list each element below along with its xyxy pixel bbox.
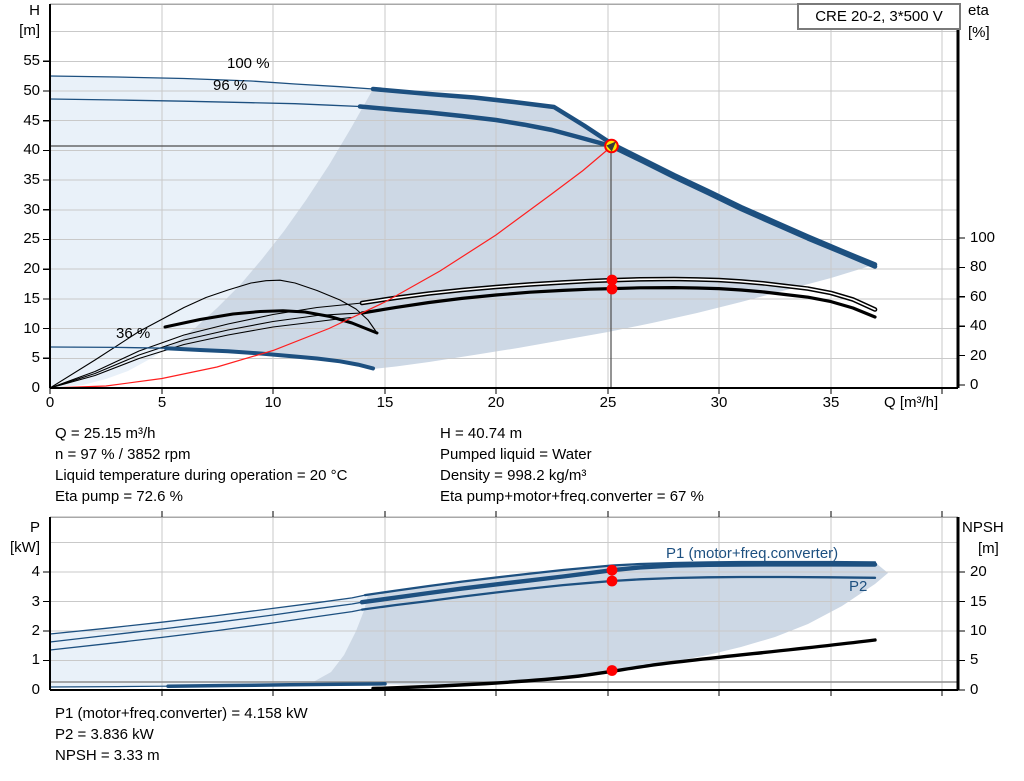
p-axis-unit: [kW] bbox=[10, 539, 40, 556]
bottom-chart-axes bbox=[43, 511, 965, 696]
duty-info-liquid: Pumped liquid = Water bbox=[440, 446, 592, 463]
duty-info-eta-total: Eta pump+motor+freq.converter = 67 % bbox=[440, 488, 704, 505]
eta-tick: 20 bbox=[970, 347, 987, 364]
p1-curve-label: P1 (motor+freq.converter) bbox=[666, 545, 839, 562]
duty-crosshair bbox=[50, 145, 612, 388]
q-tick: 25 bbox=[599, 394, 617, 411]
p2-curve-label: P2 bbox=[849, 578, 868, 595]
h-tick: 50 bbox=[23, 82, 40, 99]
duty-info-n: n = 97 % / 3852 rpm bbox=[55, 446, 191, 463]
h-axis-unit: [m] bbox=[19, 22, 40, 39]
q-tick: 35 bbox=[822, 394, 840, 411]
npsh-axis-unit: [m] bbox=[978, 540, 999, 557]
result-p2: P2 = 3.836 kW bbox=[55, 726, 154, 743]
q-tick: 15 bbox=[376, 394, 394, 411]
p-tick: 4 bbox=[31, 563, 40, 580]
speed-100-label: 100 % bbox=[227, 55, 270, 72]
speed-96-label: 96 % bbox=[213, 77, 248, 94]
top-chart-fills bbox=[50, 76, 875, 388]
eta-tick: 80 bbox=[970, 258, 987, 275]
h-tick: 55 bbox=[23, 52, 40, 69]
h-tick: 35 bbox=[23, 171, 40, 188]
duty-info-density: Density = 998.2 kg/m³ bbox=[440, 467, 587, 484]
duty-info-eta: Eta pump = 72.6 % bbox=[55, 488, 183, 505]
speed-36-label: 36 % bbox=[116, 325, 151, 342]
p-axis-name: P bbox=[29, 519, 40, 536]
duty-info-h: H = 40.74 m bbox=[440, 425, 523, 442]
h-tick: 0 bbox=[31, 379, 40, 396]
bottom-chart-gridlines bbox=[50, 517, 958, 690]
npsh-axis-name: NPSH bbox=[962, 519, 1004, 536]
npsh-tick: 15 bbox=[970, 593, 987, 610]
h-tick: 25 bbox=[23, 230, 40, 247]
eta-tick: 0 bbox=[970, 376, 979, 393]
h-tick: 15 bbox=[23, 290, 40, 307]
h-tick: 40 bbox=[23, 141, 40, 158]
system-curve-red bbox=[49, 148, 610, 389]
h-tick: 20 bbox=[23, 260, 40, 277]
q-tick: 10 bbox=[264, 394, 282, 411]
duty-info-temp: Liquid temperature during operation = 20… bbox=[55, 467, 348, 484]
npsh-tick: 20 bbox=[970, 563, 987, 580]
eta-axis-unit: [%] bbox=[968, 24, 990, 41]
eta-duty-markers bbox=[606, 274, 618, 295]
q-axis-unit: Q [m³/h] bbox=[884, 394, 939, 411]
p-tick: 0 bbox=[31, 681, 40, 698]
bottom-chart-fills bbox=[50, 562, 888, 687]
duty-info-q: Q = 25.15 m³/h bbox=[55, 425, 156, 442]
h-axis-name: H bbox=[29, 2, 40, 19]
npsh-tick: 0 bbox=[970, 681, 979, 698]
q-tick: 20 bbox=[487, 394, 505, 411]
p-tick: 2 bbox=[31, 622, 40, 639]
power-duty-markers bbox=[606, 564, 618, 676]
duty-point-marker[interactable] bbox=[604, 138, 619, 154]
eta-tick: 100 bbox=[970, 229, 996, 246]
top-chart-axes bbox=[43, 3, 965, 394]
pump-title-box: CRE 20-2, 3*500 V bbox=[797, 3, 961, 30]
h-tick: 30 bbox=[23, 201, 40, 218]
q-tick: 0 bbox=[45, 394, 55, 411]
q-tick: 30 bbox=[710, 394, 728, 411]
p-tick: 1 bbox=[31, 651, 40, 668]
h-tick: 5 bbox=[31, 349, 40, 366]
npsh-tick: 5 bbox=[970, 651, 979, 668]
eta-tick: 40 bbox=[970, 317, 987, 334]
result-npsh: NPSH = 3.33 m bbox=[55, 747, 160, 764]
power-curves-blue bbox=[49, 560, 878, 688]
result-p1: P1 (motor+freq.converter) = 4.158 kW bbox=[55, 705, 308, 722]
eta-tick: 60 bbox=[970, 288, 987, 305]
npsh-tick: 10 bbox=[970, 622, 987, 639]
eta-axis-name: eta bbox=[968, 2, 989, 19]
h-tick: 10 bbox=[23, 320, 40, 337]
p-tick: 3 bbox=[31, 593, 40, 610]
h-tick: 45 bbox=[23, 112, 40, 129]
q-tick: 5 bbox=[157, 394, 167, 411]
